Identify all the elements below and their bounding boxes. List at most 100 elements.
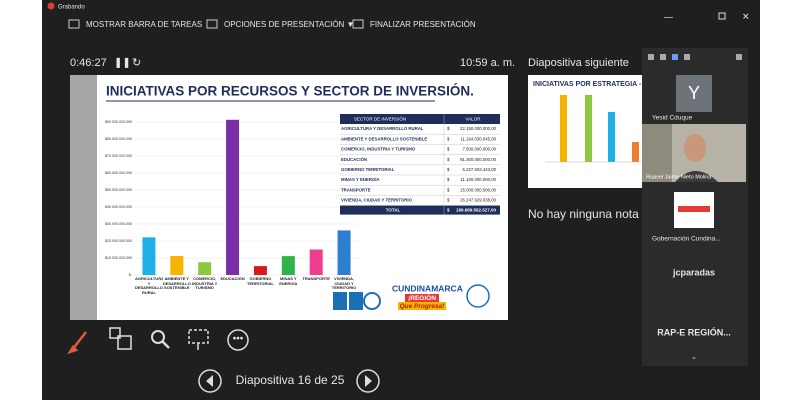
- participant-name: jcparadas: [672, 267, 715, 277]
- table-cell: $: [447, 198, 450, 203]
- notes: No hay ninguna nota: [528, 207, 639, 221]
- close[interactable]: ✕: [742, 11, 750, 21]
- minimize[interactable]: —: [664, 11, 673, 21]
- pen-tool[interactable]: [67, 331, 87, 355]
- slide-table: SECTOR DE INVERSIÓN VALOR AGRICULTURA Y DE…: [340, 114, 500, 215]
- thumb-bar: [560, 95, 567, 162]
- slide-counter: Diapositiva 16 de 25: [236, 373, 345, 387]
- table-cell: 91.300.000.000,00: [460, 157, 496, 162]
- table-cell: $: [447, 147, 450, 152]
- panel-icon: [660, 54, 666, 60]
- logo: [333, 292, 347, 310]
- x-tick-label: COMERCIO, INDUSTRIA Y TURISMO: [192, 277, 218, 291]
- table-cell: $: [447, 177, 450, 182]
- bar: [170, 256, 184, 275]
- table-cell: AGRICULTURA Y DESARROLLO RURAL: [341, 126, 424, 131]
- y-tick-label: $40.000.000.000: [105, 205, 132, 209]
- next-button[interactable]: [356, 369, 380, 393]
- table-total: [340, 205, 500, 215]
- table-cell: $: [447, 157, 450, 162]
- x-tick-label: EDUCACIÓN: [220, 277, 245, 281]
- participant-name: Gobernación Cundina...: [652, 236, 721, 243]
- table-cell: MINAS Y ENERGÍA: [341, 177, 380, 182]
- slide-title: INICIATIVAS POR RECURSOS Y SECTOR DE INV…: [106, 84, 474, 99]
- x-tick-label: VIVIENDA, CIUDAD Y TERRITORIO: [332, 277, 357, 290]
- pause[interactable]: ❚❚: [114, 58, 131, 69]
- thumb-bar: [608, 112, 615, 162]
- y-tick-label: $20.000.000.000: [105, 239, 132, 243]
- table-cell: VIVIENDA, CIUDAD Y TERRITORIO: [341, 198, 413, 203]
- logo: [363, 292, 381, 310]
- bar: [309, 249, 323, 275]
- avatar-initial: Y: [688, 83, 700, 103]
- x-tick-label: AMBIENTE Y DESARROLLO SOSTENIBLE: [162, 277, 191, 291]
- panel-icon: [672, 54, 678, 60]
- more-tool[interactable]: •••: [233, 334, 244, 345]
- table-cell: $: [447, 126, 450, 131]
- bar: [281, 256, 295, 275]
- toolbar-item[interactable]: MOSTRAR BARRA DE TAREAS: [86, 20, 202, 29]
- prev-button[interactable]: [206, 375, 213, 387]
- timer: 0:46:27: [70, 57, 107, 69]
- table-cell: 5.227.603.443,00: [463, 167, 497, 172]
- participant-name: Ruavel Jaime Nieto Molina: [646, 174, 712, 180]
- options-icon: [206, 19, 218, 29]
- logo-tile: [678, 206, 710, 212]
- x-tick-label: TRANSPORTE: [302, 277, 330, 281]
- x-tick-label: COMERCIO, INDUSTRIA Y TURISMO: [192, 277, 218, 291]
- person: [675, 171, 718, 182]
- table-cell: 26.247.929.038,00: [460, 198, 496, 203]
- end-icon: [352, 19, 364, 29]
- more-tool[interactable]: [227, 329, 249, 351]
- person: [684, 134, 706, 162]
- table-total-cell: TOTAL: [386, 207, 401, 212]
- y-tick-label: $60.000.000.000: [105, 171, 132, 175]
- y-tick-label: $80.000.000.000: [105, 137, 132, 141]
- toolbar-item[interactable]: FINALIZAR PRESENTACIÓN: [370, 20, 476, 29]
- next-button[interactable]: [365, 375, 372, 387]
- logo-text: CUNDINAMARCA: [392, 283, 463, 293]
- zoom-tool[interactable]: [161, 340, 170, 349]
- x-tick-label: AGRICULTURA Y DESARROLLO RURAL: [134, 277, 163, 295]
- table-cell: 15.000.000.000,00: [460, 187, 496, 192]
- x-tick-label: EDUCACIÓN: [220, 277, 245, 281]
- x-tick-label: MINAS Y ENERGÍA: [279, 277, 297, 285]
- thumb-bar: [585, 95, 592, 162]
- table-cell: EDUCACIÓN: [341, 157, 367, 162]
- panel-icon: [648, 54, 654, 60]
- bar: [142, 237, 156, 275]
- zoom-tool[interactable]: [151, 330, 165, 344]
- x-tick-label: TRANSPORTE: [302, 277, 330, 281]
- grid-tool[interactable]: [117, 335, 132, 350]
- scroll-down[interactable]: ⌄: [691, 354, 697, 361]
- restart[interactable]: ↻: [132, 57, 141, 69]
- prev-button[interactable]: [198, 369, 222, 393]
- taskbar-icon: [68, 19, 80, 29]
- table-cell: $: [447, 167, 450, 172]
- y-tick-label: $10.000.000.000: [105, 256, 132, 260]
- y-tick-label: $70.000.000.000: [105, 154, 132, 158]
- participant-name: RAP-E REGIÓN...: [657, 326, 731, 337]
- table-cell: GOBIERNO TERRITORIAL: [341, 167, 395, 172]
- thumb-bar: [632, 142, 639, 162]
- bar: [198, 262, 212, 275]
- table-cell: 11.164.030.045,00: [460, 136, 496, 141]
- x-tick-label: AGRICULTURA Y DESARROLLO RURAL: [134, 277, 163, 295]
- logo: [349, 292, 363, 310]
- table-header-cell: VALOR: [466, 117, 482, 122]
- x-tick-label: GOBIERNO TERRITORIAL: [247, 277, 274, 286]
- panel-icon: [684, 54, 690, 60]
- table-cell: COMERCIO, INDUSTRIA Y TURISMO: [341, 147, 416, 152]
- grid-tool[interactable]: [109, 327, 121, 339]
- toolbar-item[interactable]: OPCIONES DE PRESENTACIÓN ▼: [224, 20, 354, 29]
- table-cell: $: [447, 187, 450, 192]
- table-cell: 22.150.000.000,00: [460, 126, 496, 131]
- x-tick-label: AMBIENTE Y DESARROLLO SOSTENIBLE: [162, 277, 191, 291]
- restore[interactable]: [718, 12, 726, 20]
- table-header: [340, 114, 500, 124]
- table-cell: 11.100.000.000,00: [460, 177, 496, 182]
- slide-chart: $- $10.000.000.000 $20.000.000.000 $30.000.…: [105, 119, 358, 295]
- bar: [337, 230, 351, 275]
